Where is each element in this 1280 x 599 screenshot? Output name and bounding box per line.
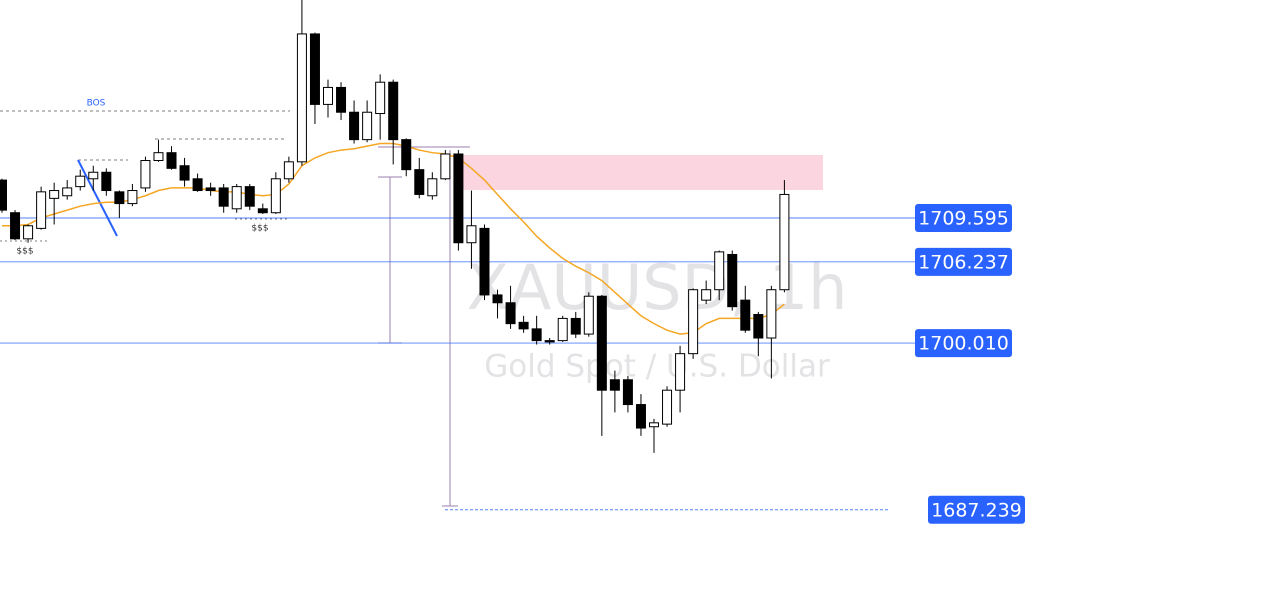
supply-zone	[460, 155, 823, 190]
candle-body-up	[153, 152, 164, 162]
candle-body-down	[505, 302, 516, 325]
candle-body-down	[596, 295, 607, 391]
candle-body-down	[492, 294, 503, 304]
candle-body-up	[779, 193, 790, 291]
candles	[0, 0, 790, 453]
candle-body-down	[218, 187, 229, 207]
candle-body-up	[440, 153, 451, 180]
candle-body-down	[453, 153, 464, 244]
level-label: 1709.595	[918, 208, 1009, 230]
candle-body-down	[205, 187, 216, 192]
liquidity-label: $$$	[16, 247, 33, 257]
liquidity-label: $$$	[251, 224, 268, 234]
candle-body-down	[0, 179, 7, 211]
candle-body-down	[166, 152, 177, 169]
candle-body-down	[544, 340, 555, 343]
candle-body-up	[62, 187, 73, 197]
candle-body-down	[609, 379, 620, 391]
level-label: 1687.239	[931, 499, 1022, 521]
candle-body-up	[36, 191, 47, 229]
candle-body-up	[283, 161, 294, 180]
candle-body-up	[557, 317, 568, 342]
candle-body-down	[727, 253, 738, 308]
candle-body-down	[401, 139, 412, 171]
candle-body-down	[179, 165, 190, 181]
candle-body-down	[518, 321, 529, 330]
candle-body-up	[88, 171, 99, 180]
bos-label: BOS	[87, 99, 106, 109]
candle-body-up	[140, 160, 151, 189]
candle-body-down	[570, 317, 581, 335]
candle-body-up	[23, 225, 34, 240]
candle-body-down	[635, 404, 646, 429]
candle-body-up	[675, 353, 686, 391]
watermark-description: Gold Spot / U.S. Dollar	[484, 349, 830, 385]
candle-body-up	[701, 289, 712, 301]
level-label-box	[915, 204, 1012, 233]
candle-body-up	[466, 225, 477, 244]
candle-body-up	[362, 111, 373, 141]
candle-body-down	[479, 227, 490, 296]
level-label-box	[915, 247, 1012, 276]
candle-body-down	[740, 299, 751, 331]
candle-body-up	[375, 81, 386, 115]
candle-body-up	[714, 251, 725, 291]
level-label: 1706.237	[918, 251, 1009, 273]
candle-body-down	[192, 178, 203, 192]
candle-body-down	[101, 171, 112, 192]
candle-body-down	[388, 81, 399, 141]
candle-body-down	[257, 208, 268, 214]
level-label: 1700.010	[918, 333, 1009, 355]
candle-body-down	[336, 86, 347, 113]
trend-line	[77, 159, 118, 237]
candle-body-up	[75, 175, 86, 188]
candle-body-up	[270, 178, 281, 214]
candle-body-up	[766, 289, 777, 339]
candle-body-down	[531, 328, 542, 342]
candle-body-up	[49, 190, 60, 199]
candle-body-up	[323, 86, 333, 105]
candle-body-down	[349, 111, 360, 141]
level-label-box	[928, 495, 1025, 524]
candle-body-down	[309, 33, 320, 105]
candle-body-down	[244, 186, 255, 207]
candle-body-down	[114, 191, 125, 205]
level-label-box	[915, 329, 1012, 358]
candle-body-up	[231, 186, 242, 210]
candle-body-down	[10, 212, 21, 240]
candle-body-up	[296, 33, 307, 163]
candle-body-up	[427, 178, 438, 197]
candle-body-down	[753, 314, 764, 339]
candle-body-down	[622, 379, 633, 406]
candle-body-up	[583, 295, 594, 335]
candle-body-up	[649, 422, 659, 428]
candle-body-up	[688, 289, 699, 355]
candle-body-up	[662, 389, 673, 425]
candle-body-up	[127, 190, 138, 205]
candle-body-down	[414, 169, 425, 195]
